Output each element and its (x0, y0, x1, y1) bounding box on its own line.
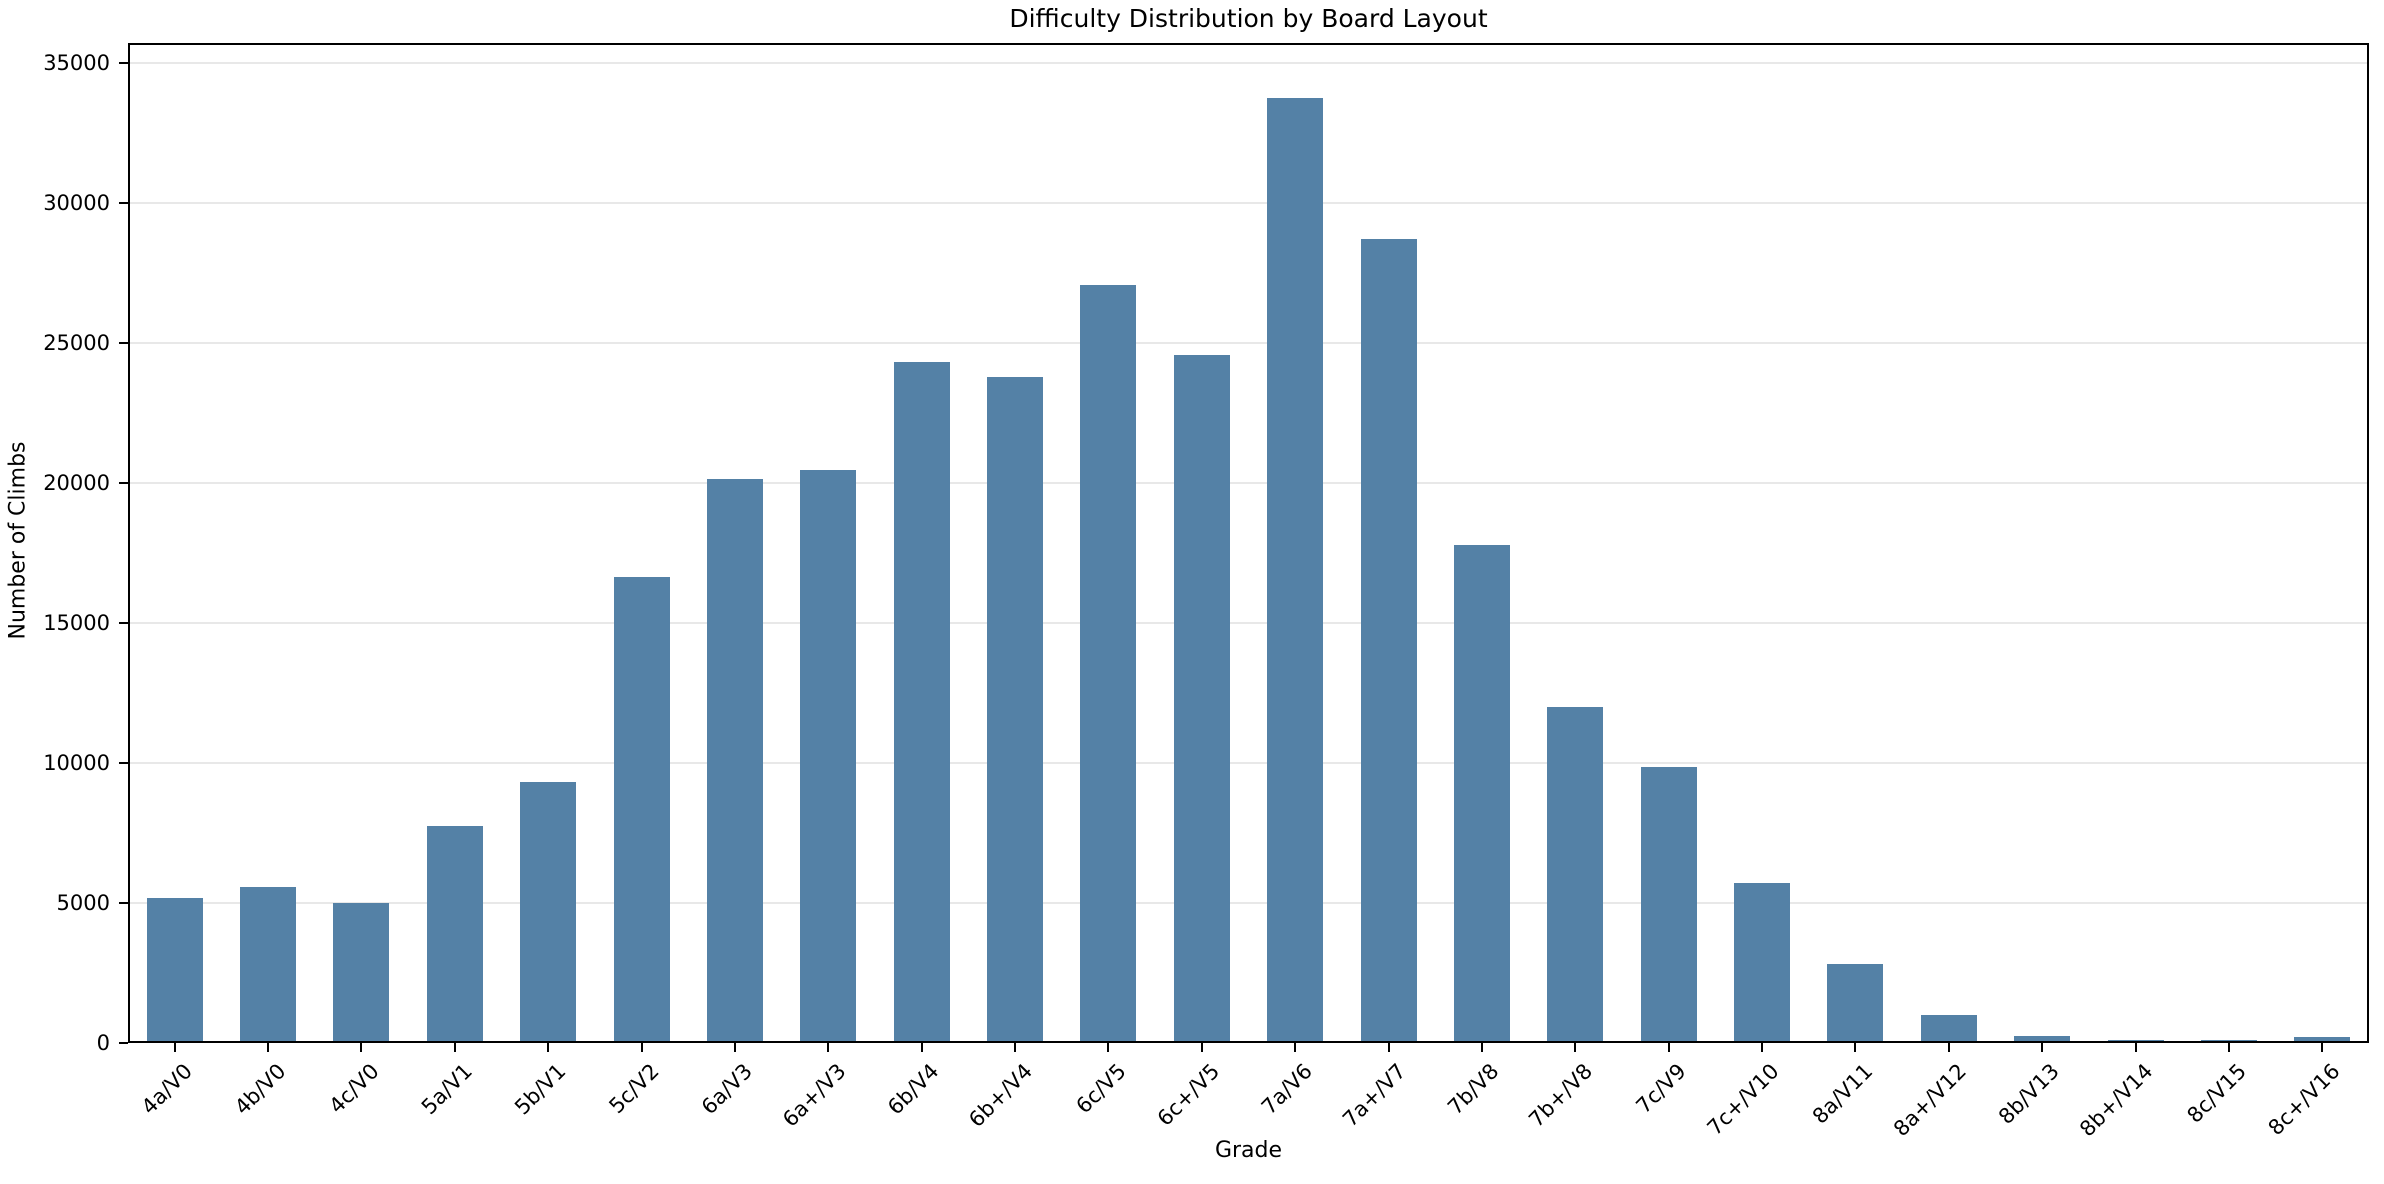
x-tick-label-4c/V0: 4c/V0 (324, 1059, 384, 1119)
x-tick-6a+/V3 (827, 1043, 830, 1052)
bar-5a/V1 (426, 826, 483, 1043)
x-tick-label-4b/V0: 4b/V0 (229, 1059, 291, 1120)
x-tick-label-7b/V8: 7b/V8 (1443, 1059, 1504, 1120)
y-tick-label-30000: 30000 (43, 190, 110, 215)
bar-8a/V11 (1827, 964, 1884, 1043)
x-tick-5c/V2 (640, 1043, 643, 1052)
y-tick-30000 (119, 201, 128, 204)
chart-title: Difficulty Distribution by Board Layout (1009, 4, 1488, 33)
x-tick-7b+/V8 (1574, 1043, 1577, 1052)
x-tick-label-4a/V0: 4a/V0 (136, 1059, 197, 1120)
x-tick-8a/V11 (1854, 1043, 1857, 1052)
x-tick-5b/V1 (547, 1043, 550, 1052)
y-tick-label-20000: 20000 (43, 470, 110, 495)
x-tick-label-8b+/V14: 8b+/V14 (2075, 1059, 2158, 1142)
bar-7b+/V8 (1547, 707, 1604, 1043)
y-tick-label-15000: 15000 (43, 610, 110, 635)
gridline-y-20000 (128, 481, 2369, 484)
y-axis-label: Number of Climbs (5, 441, 31, 640)
x-tick-4b/V0 (267, 1043, 270, 1052)
bar-6a/V3 (706, 479, 763, 1043)
bar-6c/V5 (1080, 285, 1137, 1043)
x-tick-label-7a+/V7: 7a+/V7 (1337, 1059, 1411, 1132)
x-tick-8b+/V14 (2134, 1043, 2137, 1052)
x-tick-label-5b/V1: 5b/V1 (509, 1059, 571, 1120)
x-tick-6a/V3 (733, 1043, 736, 1052)
bar-5c/V2 (613, 577, 670, 1043)
y-tick-label-0: 0 (96, 1031, 110, 1055)
gridline-y-5000 (128, 901, 2369, 904)
x-tick-7c/V9 (1667, 1043, 1670, 1052)
x-tick-8c+/V16 (2321, 1043, 2324, 1052)
y-tick-label-10000: 10000 (43, 750, 110, 775)
x-tick-label-6b+/V4: 6b+/V4 (964, 1059, 1038, 1132)
y-tick-15000 (119, 621, 128, 624)
x-tick-label-6c/V5: 6c/V5 (1071, 1059, 1131, 1119)
gridline-y-35000 (128, 61, 2369, 64)
x-tick-4a/V0 (173, 1043, 176, 1052)
x-tick-label-7b+/V8: 7b+/V8 (1524, 1059, 1598, 1132)
x-tick-label-8c/V15: 8c/V15 (2182, 1059, 2251, 1128)
bar-7a+/V7 (1360, 238, 1417, 1043)
x-tick-7a+/V7 (1387, 1043, 1390, 1052)
bar-8b/V13 (2014, 1035, 2071, 1043)
bar-6c+/V5 (1173, 355, 1230, 1043)
y-tick-5000 (119, 901, 128, 904)
x-tick-label-6a+/V3: 6a+/V3 (777, 1059, 851, 1132)
bar-6b+/V4 (987, 377, 1044, 1043)
bar-7b/V8 (1453, 545, 1510, 1043)
x-tick-8b/V13 (2041, 1043, 2044, 1052)
x-tick-6c+/V5 (1200, 1043, 1203, 1052)
y-tick-0 (119, 1042, 128, 1044)
x-tick-label-7a/V6: 7a/V6 (1257, 1059, 1318, 1120)
y-tick-35000 (119, 61, 128, 64)
x-tick-label-8c+/V16: 8c+/V16 (2263, 1059, 2345, 1141)
bar-7c+/V10 (1734, 883, 1791, 1043)
x-tick-label-8b/V13: 8b/V13 (1994, 1059, 2065, 1129)
bar-7a/V6 (1267, 97, 1324, 1043)
x-tick-7c+/V10 (1761, 1043, 1764, 1052)
x-tick-label-8a/V11: 8a/V11 (1807, 1059, 1878, 1129)
x-tick-label-6a/V3: 6a/V3 (696, 1059, 757, 1120)
x-tick-label-5a/V1: 5a/V1 (416, 1059, 477, 1120)
x-tick-6b+/V4 (1014, 1043, 1017, 1052)
x-axis-label: Grade (1214, 1138, 1283, 1163)
bar-6a+/V3 (800, 470, 857, 1043)
x-tick-label-8a+/V12: 8a+/V12 (1888, 1059, 1971, 1142)
bar-5b/V1 (520, 782, 577, 1043)
gridline-y-30000 (128, 201, 2369, 204)
x-tick-7a/V6 (1294, 1043, 1297, 1052)
bar-7c/V9 (1640, 767, 1697, 1043)
x-tick-6b/V4 (920, 1043, 923, 1052)
x-tick-4c/V0 (360, 1043, 363, 1052)
gridline-y-10000 (128, 761, 2369, 764)
bar-8c+/V16 (2294, 1036, 2351, 1043)
y-tick-label-5000: 5000 (56, 890, 110, 915)
x-tick-7b/V8 (1480, 1043, 1483, 1052)
y-tick-25000 (119, 341, 128, 344)
bar-4c/V0 (333, 903, 390, 1043)
y-tick-20000 (119, 481, 128, 484)
x-tick-label-5c/V2: 5c/V2 (604, 1059, 664, 1119)
y-tick-10000 (119, 761, 128, 764)
x-tick-label-6c+/V5: 6c+/V5 (1152, 1059, 1224, 1131)
bar-4b/V0 (240, 886, 297, 1043)
bar-6b/V4 (893, 362, 950, 1043)
bar-8a+/V12 (1920, 1014, 1977, 1043)
y-tick-label-35000: 35000 (43, 50, 110, 75)
y-tick-label-25000: 25000 (43, 330, 110, 355)
x-tick-8c/V15 (2227, 1043, 2230, 1052)
gridline-y-15000 (128, 621, 2369, 624)
x-tick-label-6b/V4: 6b/V4 (883, 1059, 944, 1120)
plot-area: 0 5000 10000 15000 20000 25000 30000 35000 4a/V0… (43, 43, 2369, 1141)
x-tick-5a/V1 (453, 1043, 456, 1052)
x-tick-8a+/V12 (1947, 1043, 1950, 1052)
bar-4a/V0 (146, 898, 203, 1043)
x-tick-label-7c+/V10: 7c+/V10 (1702, 1059, 1785, 1141)
x-tick-label-7c/V9: 7c/V9 (1631, 1059, 1691, 1119)
gridline-y-25000 (128, 341, 2369, 344)
x-tick-6c/V5 (1107, 1043, 1110, 1052)
